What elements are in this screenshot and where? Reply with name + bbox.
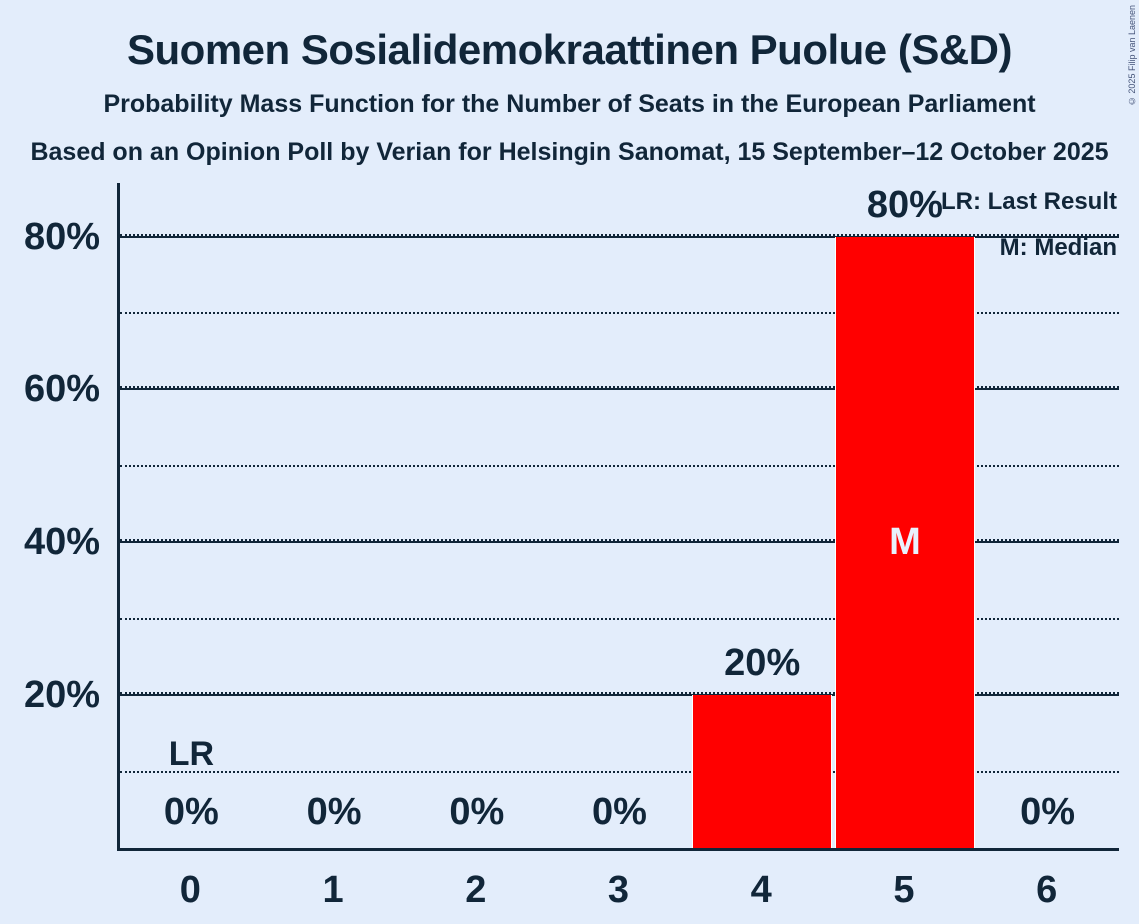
last-result-label: LR [168,734,215,773]
gridline-40 [120,541,1119,544]
bar-value-label-3: 0% [592,791,647,833]
gridline-20-dotted [120,692,1119,695]
copyright-notice: © 2025 Filip van Laenen [1127,5,1137,107]
x-axis-label-0: 0 [179,869,201,911]
gridline-40-dotted [120,539,1119,542]
legend-last-result: LR: Last Result [940,188,1117,215]
chart-subtitle: Probability Mass Function for the Number… [103,90,1036,118]
x-axis-label-6: 6 [1036,869,1058,911]
bar-value-label-5: 80% [866,183,943,226]
gridline-30 [120,617,1119,620]
chart-source-line: Based on an Opinion Poll by Verian for H… [30,138,1109,166]
bar-value-label-6: 0% [1020,791,1076,833]
x-axis-label-1: 1 [322,869,344,911]
bar-seat-4 [692,695,833,848]
median-label: M [889,521,921,564]
x-axis-label-5: 5 [893,869,915,911]
gridline-60-dotted [120,386,1119,389]
x-axis-label-2: 2 [465,869,487,911]
y-axis-label-20: 20% [23,674,100,717]
gridline-50 [120,464,1119,467]
gridline-20 [120,694,1119,697]
y-axis-label-40: 40% [23,521,100,564]
gridline-80-dotted [120,233,1119,236]
y-axis-label-60: 60% [23,368,100,411]
chart-title: Suomen Sosialidemokraattinen Puolue (S&D… [127,26,1012,73]
legend-median: M: Median [999,234,1117,261]
bar-value-label-0: 0% [163,791,219,833]
bar-value-label-4: 20% [724,642,801,685]
plot-area: LR: Last Result M: Median 0% 0% 0% 0% 20% 80%… [117,183,1119,851]
gridline-70 [120,311,1119,314]
gridline-60 [120,388,1119,391]
gridline-80 [120,235,1119,238]
bar-seat-5 [834,236,975,848]
x-axis-label-3: 3 [607,869,630,911]
bar-value-label-1: 0% [306,791,362,833]
y-axis-label-80: 80% [23,215,100,258]
x-axis-label-4: 4 [750,869,772,911]
gridline-10 [120,770,1119,773]
bar-value-label-2: 0% [449,791,505,833]
